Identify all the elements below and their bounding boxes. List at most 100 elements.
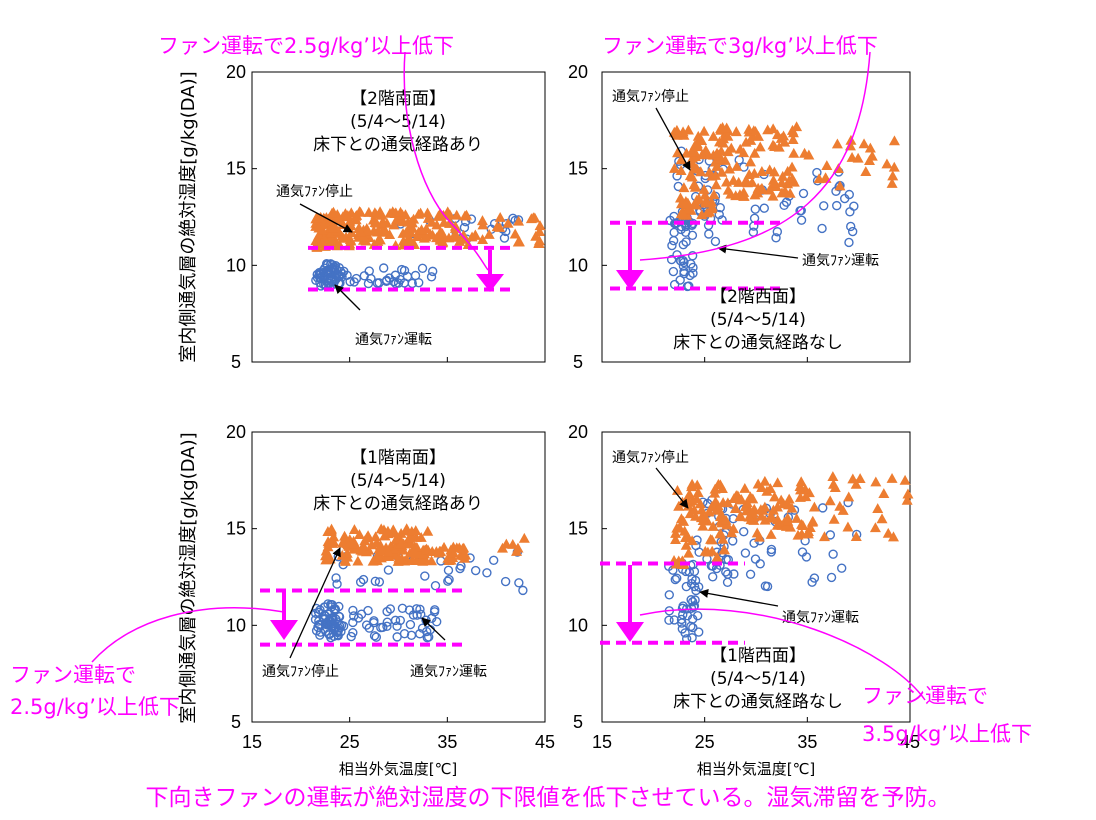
data-point-fan-run [430, 580, 441, 591]
data-point-fan-stop [887, 170, 899, 181]
data-point-fan-run [721, 554, 731, 565]
data-point-fan-stop [878, 488, 890, 499]
data-point-fan-run [818, 503, 828, 513]
data-point-fan-stop [828, 513, 840, 524]
data-point-fan-stop [777, 170, 789, 181]
callout-curve-2f-south [403, 51, 489, 271]
x-tick-label: 45 [900, 732, 920, 752]
data-point-fan-stop [311, 212, 323, 223]
data-point-fan-stop [717, 137, 729, 148]
data-point-fan-stop [888, 135, 900, 146]
x-tick-label: 35 [797, 732, 817, 752]
data-point-fan-run [508, 213, 518, 224]
data-point-fan-run [427, 266, 438, 277]
data-point-fan-stop [518, 532, 530, 543]
data-point-fan-stop [730, 503, 742, 514]
data-point-fan-run [514, 578, 524, 588]
data-point-fan-stop [353, 529, 365, 540]
x-tick-label: 25 [695, 732, 715, 752]
data-point-fan-run [364, 623, 375, 633]
data-point-fan-stop [720, 514, 732, 525]
data-point-fan-run [411, 604, 422, 614]
x-tick-label: 15 [242, 732, 262, 752]
data-point-fan-stop [787, 127, 799, 138]
data-point-fan-stop [783, 493, 795, 504]
data-point-fan-stop [741, 497, 753, 508]
data-point-fan-stop [864, 155, 876, 165]
data-point-fan-stop [350, 214, 362, 225]
data-point-fan-run [667, 240, 677, 251]
data-point-fan-run [686, 621, 696, 632]
data-point-fan-run [755, 559, 765, 569]
data-point-fan-run [370, 576, 381, 586]
data-point-fan-stop [786, 502, 798, 513]
data-point-fan-run [750, 554, 761, 564]
data-point-fan-stop [718, 544, 730, 555]
data-point-fan-run [348, 605, 358, 616]
data-point-fan-stop [348, 538, 360, 549]
data-point-fan-run [395, 274, 405, 285]
data-point-fan-stop [843, 491, 855, 502]
panel-2f-west: 5 10 15 20 【2階西面】 (5/4～5/14) 床下との通気経路なし 通気ﾌ… [568, 62, 911, 372]
data-point-fan-stop [716, 166, 728, 177]
data-point-fan-stop [754, 141, 766, 152]
data-point-fan-run [745, 569, 756, 580]
data-point-fan-stop [772, 477, 784, 488]
data-point-fan-stop [397, 235, 409, 246]
data-point-fan-stop [704, 206, 716, 217]
data-point-fan-stop [730, 126, 742, 137]
data-point-fan-stop [755, 504, 767, 515]
data-point-fan-stop [698, 183, 710, 194]
data-point-fan-stop [310, 235, 322, 246]
data-point-fan-stop [513, 215, 525, 226]
data-point-fan-stop [457, 543, 469, 554]
run-annotation: 通気ﾌｧﾝ運転 [802, 253, 879, 269]
data-point-fan-run [797, 547, 808, 557]
data-point-fan-stop [834, 180, 846, 191]
data-point-fan-run [381, 276, 392, 287]
data-point-fan-run [349, 611, 359, 621]
data-point-fan-run [482, 568, 492, 578]
data-point-fan-stop [686, 535, 698, 546]
data-point-fan-stop [458, 550, 470, 561]
data-point-fan-stop [422, 525, 434, 536]
data-point-fan-run [846, 221, 856, 232]
panel-title-line-1: 【1階西面】 [710, 646, 806, 666]
data-point-fan-stop [771, 519, 783, 530]
data-point-fan-stop [691, 493, 703, 504]
stop-annotation: 通気ﾌｧﾝ停止 [612, 88, 689, 105]
data-point-fan-run [690, 595, 700, 605]
stop-arrow [289, 547, 341, 659]
data-point-fan-run [443, 565, 454, 576]
data-point-fan-stop [776, 187, 788, 198]
data-point-fan-run [781, 197, 792, 207]
data-point-fan-run [488, 555, 499, 566]
data-point-fan-stop [388, 527, 400, 538]
data-point-fan-stop [734, 143, 746, 154]
data-point-fan-stop [671, 124, 683, 135]
data-point-fan-run [832, 200, 842, 211]
data-point-fan-run [388, 276, 399, 287]
data-point-fan-run [327, 267, 337, 277]
run-annotation: 通気ﾌｧﾝ運転 [782, 610, 859, 626]
data-point-fan-stop [476, 215, 488, 226]
data-point-fan-run [681, 237, 691, 247]
stop-annotation: 通気ﾌｧﾝ停止 [276, 183, 353, 200]
data-point-fan-stop [533, 238, 545, 248]
data-point-fan-stop [722, 130, 734, 141]
data-point-fan-stop [769, 491, 781, 502]
data-point-fan-run [359, 271, 370, 281]
data-point-fan-run [420, 571, 430, 581]
data-point-fan-run [847, 226, 858, 237]
data-point-fan-run [750, 204, 760, 214]
data-point-fan-stop [773, 141, 785, 152]
data-point-fan-stop [735, 511, 747, 522]
data-point-fan-stop [372, 225, 384, 236]
data-point-fan-stop [348, 524, 360, 535]
data-point-fan-stop [413, 208, 425, 219]
reduction-arrow-head [476, 274, 504, 292]
data-point-fan-run [399, 628, 410, 639]
data-point-fan-stop [697, 515, 709, 525]
data-point-fan-run [349, 277, 359, 287]
data-point-fan-stop [420, 231, 432, 242]
